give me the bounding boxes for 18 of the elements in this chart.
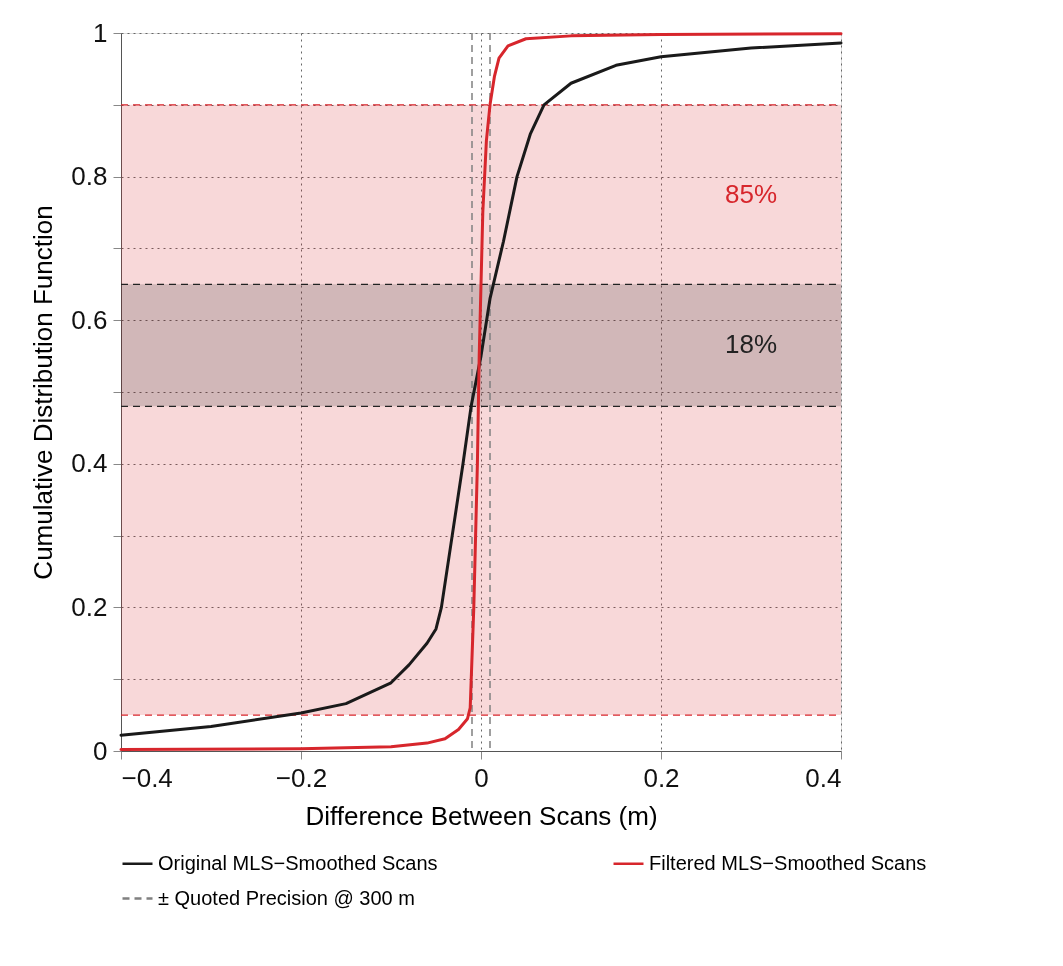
y-tick-label: 0.2: [71, 591, 108, 622]
legend-label: Original MLS−Smoothed Scans: [158, 851, 438, 874]
annotation: 85%: [724, 178, 778, 209]
legend-label: ± Quoted Precision @ 300 m: [158, 886, 415, 909]
x-tick-label: −0.4: [121, 762, 173, 793]
y-tick-label: 0.6: [71, 304, 108, 335]
x-tick-label: 0: [474, 762, 489, 793]
x-axis-title: Difference Between Scans (m): [305, 800, 658, 831]
x-tick-label: 0.4: [805, 762, 842, 793]
y-axis-title: Cumulative Distribution Function: [28, 205, 59, 580]
y-tick-label: 1: [93, 17, 108, 48]
x-tick-label: −0.2: [275, 762, 328, 793]
y-tick-label: 0.8: [71, 161, 108, 192]
y-tick-label: 0: [93, 735, 108, 766]
legend-label: Filtered MLS−Smoothed Scans: [649, 851, 927, 874]
y-tick-label: 0.4: [71, 448, 108, 479]
annotation: 18%: [724, 329, 778, 360]
x-tick-label: 0.2: [643, 762, 680, 793]
